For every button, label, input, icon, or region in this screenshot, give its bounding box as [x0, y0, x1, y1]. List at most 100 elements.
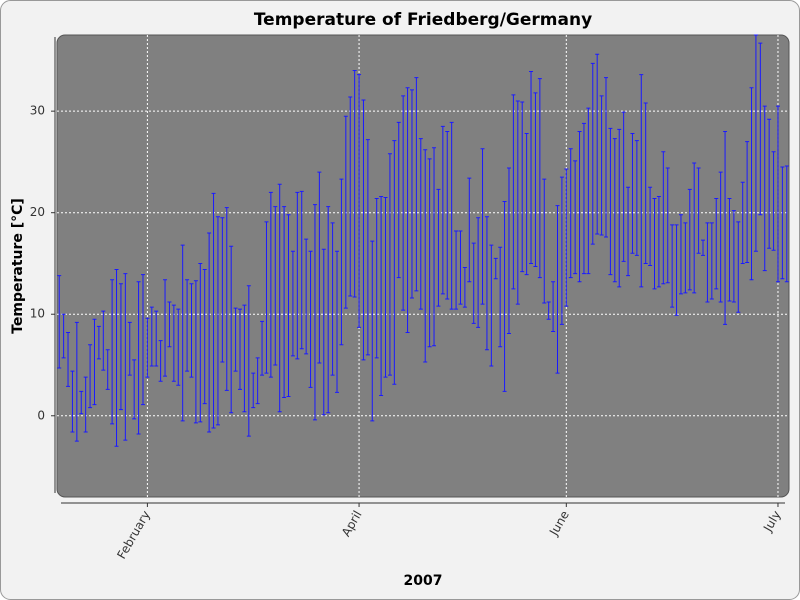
range-bar: [692, 162, 697, 294]
range-bar: [255, 357, 260, 405]
range-bar: [767, 118, 772, 249]
range-bar: [123, 273, 128, 441]
range-bar: [88, 344, 93, 409]
range-bar: [489, 244, 494, 367]
range-bar: [427, 158, 432, 348]
range-bar: [546, 301, 551, 320]
range-bar: [511, 94, 516, 290]
range-bar: [784, 165, 789, 283]
range-bar: [299, 190, 304, 350]
range-bar: [612, 138, 617, 283]
range-bar: [621, 111, 626, 262]
range-bar: [529, 71, 534, 264]
range-bar: [114, 269, 119, 447]
range-bar: [136, 281, 141, 435]
range-bar: [92, 318, 97, 406]
range-bar: [198, 262, 203, 423]
range-bar: [418, 138, 423, 310]
range-bar: [96, 325, 101, 360]
range-bar: [758, 42, 763, 216]
range-bar: [317, 171, 322, 364]
range-bar: [260, 320, 265, 376]
range-bar: [339, 178, 344, 346]
range-bar: [656, 195, 661, 288]
range-bar: [414, 77, 419, 292]
range-bar: [643, 102, 648, 264]
range-bar: [321, 248, 326, 416]
range-bar: [145, 317, 150, 378]
range-bar: [180, 244, 185, 422]
range-bar: [264, 221, 269, 374]
range-bar: [268, 191, 273, 378]
range-bar: [661, 151, 666, 285]
range-bar: [189, 283, 194, 378]
range-bar: [573, 160, 578, 275]
range-bar: [242, 304, 247, 413]
range-bar: [176, 308, 181, 386]
range-bar: [701, 239, 705, 256]
range-bar: [753, 34, 758, 252]
range-bar: [736, 221, 741, 313]
range-bar: [246, 285, 251, 437]
range-bar: [762, 105, 767, 272]
range-bar: [383, 196, 388, 378]
range-bar: [154, 310, 159, 367]
range-bar: [83, 376, 88, 433]
range-bar: [484, 216, 489, 351]
range-bar: [454, 230, 459, 310]
range-bar: [101, 310, 106, 371]
range-bar: [118, 283, 123, 411]
range-bar: [171, 304, 176, 382]
range-bar: [370, 240, 375, 422]
y-tick-label: 30: [30, 104, 45, 118]
range-bar: [502, 201, 507, 392]
range-bar: [590, 62, 595, 245]
range-bar: [462, 267, 467, 308]
range-bar: [409, 89, 414, 299]
range-bar: [445, 130, 450, 300]
range-bar: [723, 130, 728, 325]
plot-area: [56, 34, 790, 498]
range-bar: [215, 216, 220, 426]
range-bar: [224, 207, 229, 391]
range-bar: [401, 95, 406, 311]
range-bar: [440, 125, 445, 295]
range-bar: [595, 53, 600, 235]
range-bar: [132, 359, 137, 420]
range-bar: [493, 257, 498, 280]
range-bar: [185, 279, 190, 372]
range-bar: [705, 222, 710, 303]
range-bar: [709, 222, 714, 300]
range-bar: [524, 132, 529, 276]
range-bar: [520, 101, 525, 273]
range-bar: [537, 78, 542, 279]
range-bar: [515, 100, 520, 305]
range-bar: [533, 92, 538, 268]
range-bar: [374, 197, 379, 359]
range-bar: [330, 222, 335, 376]
range-bar: [282, 206, 287, 398]
range-bar: [277, 183, 282, 413]
range-bar: [251, 372, 256, 409]
range-bar: [290, 250, 295, 357]
range-bar: [207, 232, 212, 433]
range-bar: [507, 167, 511, 335]
range-bar: [498, 246, 503, 348]
range-bar: [449, 121, 454, 310]
range-bar: [476, 217, 481, 328]
range-bar: [634, 140, 639, 256]
range-bar: [652, 197, 657, 290]
range-bar: [780, 166, 785, 280]
range-bar: [238, 308, 242, 390]
range-bar: [559, 176, 564, 325]
range-bar: [312, 204, 317, 421]
range-bar: [626, 186, 631, 277]
range-bar: [745, 141, 750, 263]
range-bar: [352, 70, 357, 298]
range-bar: [665, 167, 670, 284]
range-bar: [79, 390, 84, 415]
range-bar: [396, 121, 401, 279]
range-bar: [163, 279, 168, 377]
range-bar: [670, 224, 675, 308]
